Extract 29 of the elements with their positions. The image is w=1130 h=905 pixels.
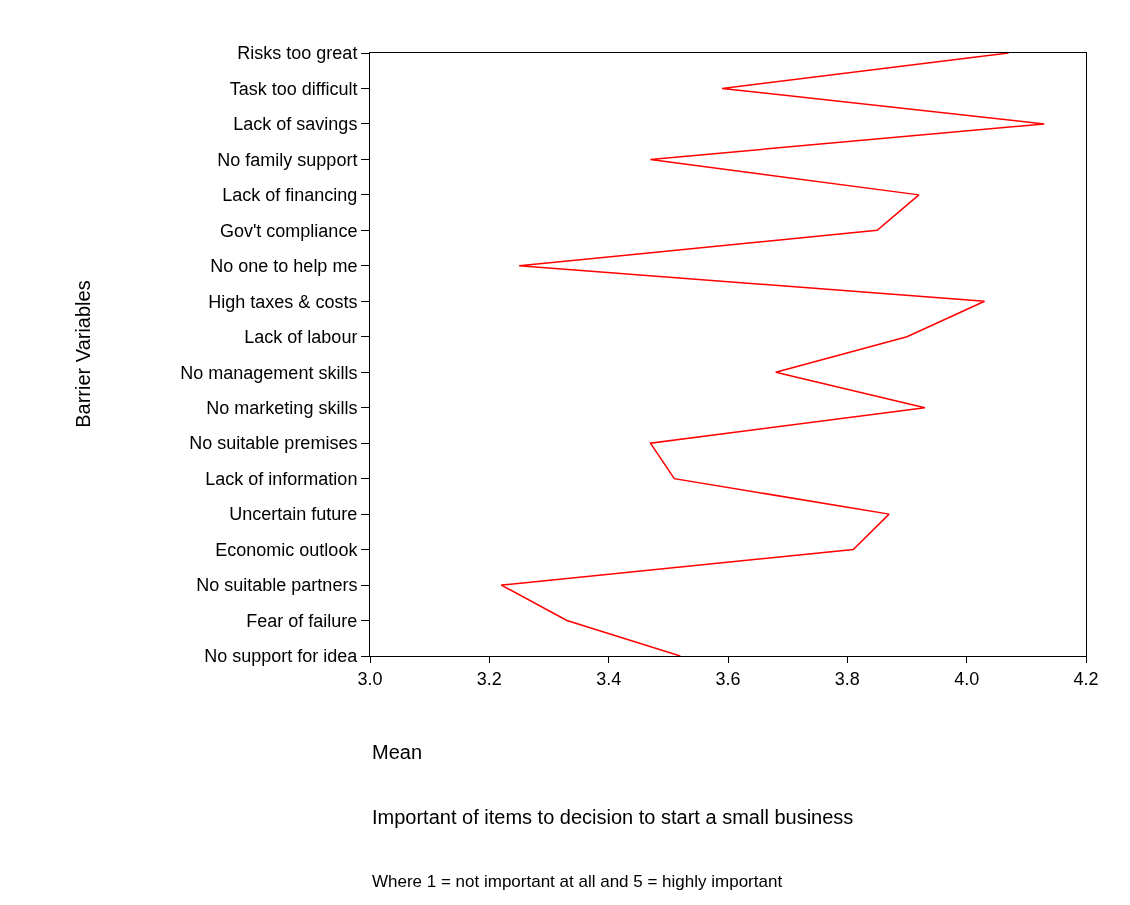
y-tick-label: Risks too great <box>237 43 358 64</box>
y-axis-title: Barrier Variables <box>71 280 94 428</box>
x-tick-label: 3.8 <box>834 668 860 689</box>
y-tick-label: Gov't compliance <box>219 220 358 241</box>
x-tick-label: 3.6 <box>715 668 741 689</box>
x-tick-label: 4.2 <box>1073 668 1099 689</box>
y-tick-label: Economic outlook <box>215 539 359 560</box>
y-tick-label: Lack of savings <box>233 114 358 135</box>
y-tick-label: No support for idea <box>204 646 359 667</box>
text: Where 1 = not important at all and 5 = highly important <box>372 872 783 891</box>
y-tick-label: Uncertain future <box>229 504 358 525</box>
x-tick-label: 3.4 <box>596 668 622 689</box>
x-tick-label: 3.0 <box>357 668 383 689</box>
y-tick-label: Lack of financing <box>222 185 358 206</box>
x-tick-label: 4.0 <box>954 668 980 689</box>
y-tick-label: Fear of failure <box>246 610 358 631</box>
y-tick-label: Lack of information <box>205 468 358 489</box>
y-tick-label: Task too difficult <box>229 78 358 99</box>
y-tick-label: High taxes & costs <box>208 291 358 312</box>
y-tick-label: No suitable premises <box>189 433 358 454</box>
y-tick-label: No marketing skills <box>206 398 358 419</box>
y-tick-label: Lack of labour <box>244 327 358 348</box>
y-tick-label: No one to help me <box>210 256 358 277</box>
x-axis-title: Mean <box>372 741 423 763</box>
y-tick-label: No management skills <box>180 362 358 383</box>
x-tick-label: 3.2 <box>476 668 502 689</box>
y-tick-label: No suitable partners <box>196 575 358 596</box>
y-tick-label: No family support <box>217 149 358 170</box>
text: Important of items to decision to start a small business <box>372 806 854 828</box>
